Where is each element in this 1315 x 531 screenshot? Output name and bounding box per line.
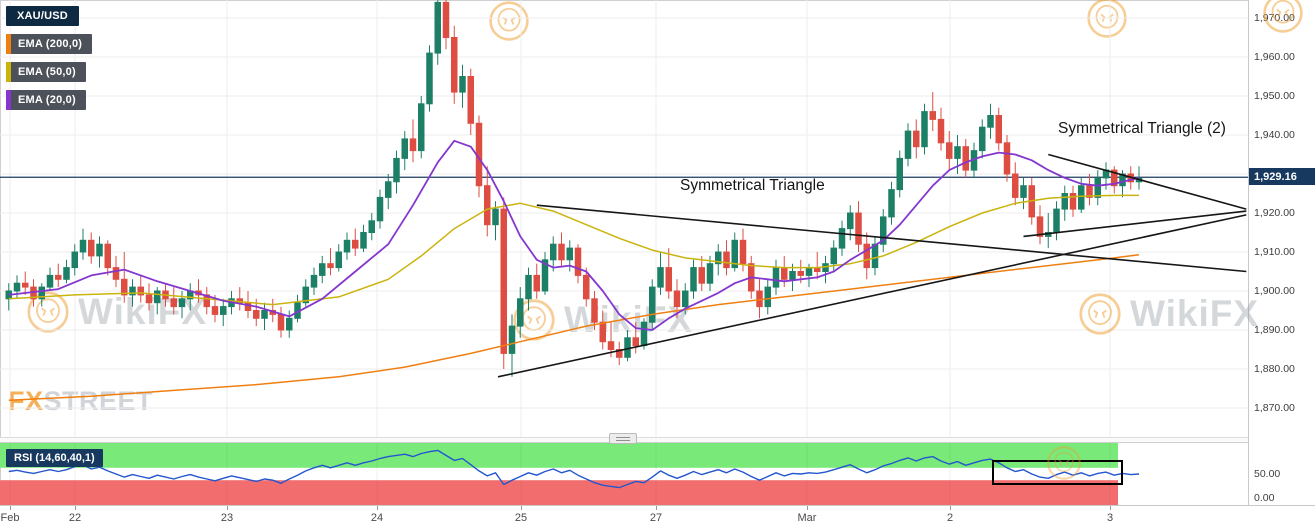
wikifx-lion-icon xyxy=(27,291,69,333)
main-chart[interactable] xyxy=(0,0,1248,437)
time-tickmark xyxy=(227,506,228,510)
price-tick-label: 1,910.00 xyxy=(1254,246,1295,258)
wikifx-lion-icon xyxy=(1047,446,1081,480)
ema200-color-swatch xyxy=(6,34,11,54)
time-tick-label: 23 xyxy=(220,512,234,524)
rsi-tick-label: 50.00 xyxy=(1254,468,1281,480)
legend-symbol-xauusd[interactable]: XAU/USD xyxy=(6,6,79,26)
price-axis[interactable]: 1,970.001,960.001,950.001,940.001,930.00… xyxy=(1248,0,1315,505)
price-tick-label: 1,880.00 xyxy=(1254,363,1295,375)
wikifx-watermark: WikiFX xyxy=(1078,292,1259,336)
price-tick-label: 1,920.00 xyxy=(1254,207,1295,219)
wikifx-watermark-text: WikiFX xyxy=(564,299,694,340)
time-tickmark xyxy=(950,506,951,510)
time-tickmark xyxy=(377,506,378,510)
ema50-color-swatch xyxy=(6,62,11,82)
wikifx-watermark: WikiFX xyxy=(512,298,693,342)
symbol-label: XAU/USD xyxy=(17,10,68,22)
price-tick-label: 1,950.00 xyxy=(1254,90,1295,102)
ema200-label: EMA (200,0) xyxy=(18,38,83,50)
fxstreet-street-text: STREET xyxy=(43,386,154,416)
time-tick-label: 2 xyxy=(946,512,954,524)
legend-ema20[interactable]: EMA (20,0) xyxy=(6,90,86,110)
wikifx-lion-icon xyxy=(489,1,529,41)
time-tick-label: 27 xyxy=(649,512,663,524)
time-tickmark xyxy=(75,506,76,510)
wikifx-lion-icon xyxy=(1079,293,1121,335)
wikifx-watermark: WikiFX xyxy=(26,290,207,334)
time-tickmark xyxy=(807,506,808,510)
rsi-tick-label: 0.00 xyxy=(1254,492,1275,504)
annotation-symmetrical-triangle-2[interactable]: Symmetrical Triangle (2) xyxy=(1058,120,1226,137)
time-tickmark xyxy=(1110,506,1111,510)
time-tick-label: 24 xyxy=(370,512,384,524)
price-tick-label: 1,890.00 xyxy=(1254,324,1295,336)
wikifx-watermark-text: WikiFX xyxy=(1130,293,1260,334)
time-tick-label: 3 xyxy=(1106,512,1114,524)
price-tick-label: 1,960.00 xyxy=(1254,51,1295,63)
time-tick-label: 22 xyxy=(68,512,82,524)
price-tick-label: 1,870.00 xyxy=(1254,402,1295,414)
rsi-indicator-label[interactable]: RSI (14,60,40,1) xyxy=(6,449,103,467)
legend-ema200[interactable]: EMA (200,0) xyxy=(6,34,93,54)
current-price-badge: 1,929.16 xyxy=(1249,168,1315,186)
price-tick-label: 1,940.00 xyxy=(1254,129,1295,141)
price-tick-label: 1,900.00 xyxy=(1254,285,1295,297)
wikifx-lion-icon xyxy=(1263,0,1303,33)
legend: XAU/USD EMA (200,0) EMA (50,0) EMA (20,0… xyxy=(6,6,93,118)
wikifx-watermark-text: WikiFX xyxy=(78,291,208,332)
fxstreet-fx-text: FX xyxy=(8,386,44,416)
legend-ema50[interactable]: EMA (50,0) xyxy=(6,62,86,82)
pane-resize-handle[interactable] xyxy=(609,433,637,444)
time-tick-label: Mar xyxy=(797,512,817,524)
time-tick-label: 25 xyxy=(514,512,528,524)
fxstreet-watermark: FXSTREET xyxy=(8,386,153,417)
time-tickmark xyxy=(10,506,11,510)
time-tickmark xyxy=(656,506,657,510)
ema50-label: EMA (50,0) xyxy=(18,66,76,78)
ema20-color-swatch xyxy=(6,90,11,110)
time-tick-label: Feb xyxy=(0,512,20,524)
time-axis[interactable]: Feb 22 23 24 25 27 Mar 2 3 xyxy=(0,505,1315,531)
time-tickmark xyxy=(521,506,522,510)
ema20-label: EMA (20,0) xyxy=(18,94,76,106)
rsi-chart[interactable] xyxy=(0,443,1248,505)
annotation-symmetrical-triangle[interactable]: Symmetrical Triangle xyxy=(680,177,825,194)
